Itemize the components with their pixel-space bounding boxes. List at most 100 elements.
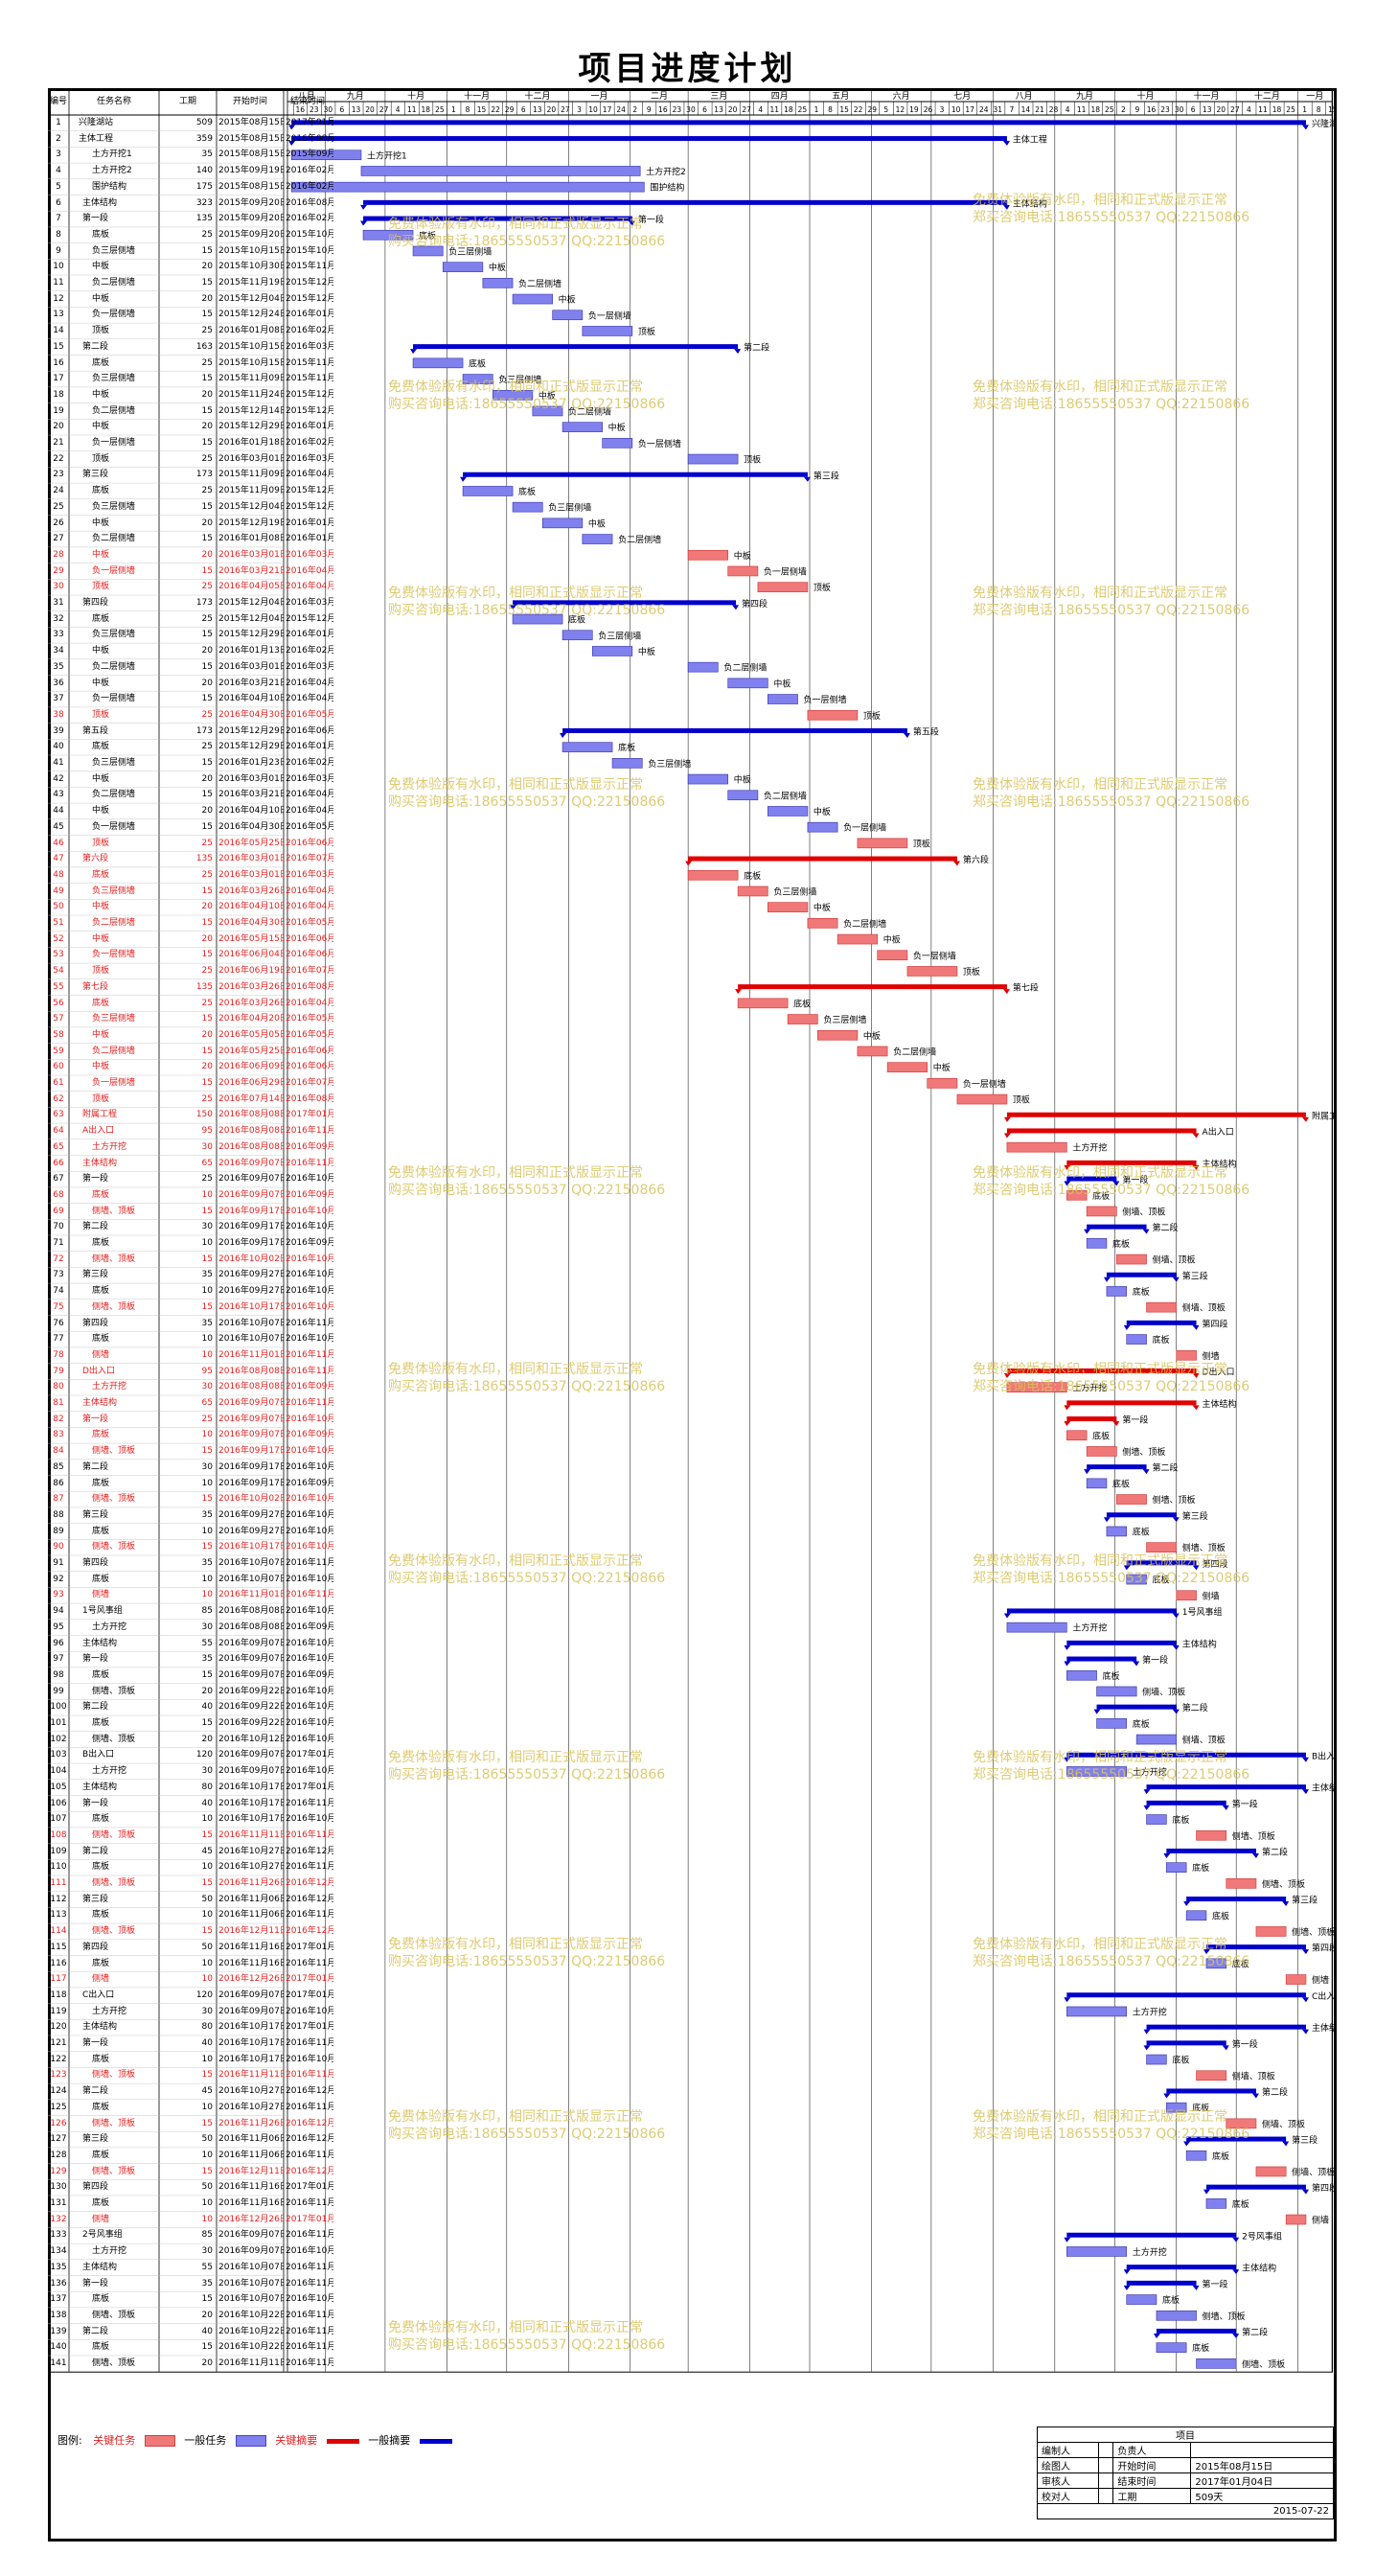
task-id: 126 [50, 2118, 67, 2128]
task-bar [482, 278, 514, 288]
task-bar [687, 549, 729, 561]
task-name: 负三层侧墙 [92, 501, 136, 512]
summary-bar [1006, 1128, 1197, 1134]
legend-critical-task-swatch [144, 2435, 175, 2447]
gantt-chart: 八月 九月 十月 十一月 十二月 一月 二月 三月 四月 五月 六月 七月 八月 九月 十月 十一月 十二月 一月… [48, 88, 1337, 2373]
task-bar [1156, 2342, 1187, 2353]
summary-end-marker [1002, 204, 1010, 210]
task-dur: 15 [201, 886, 213, 896]
task-end: 2016年01月22日 [286, 742, 333, 752]
task-id: 49 [53, 886, 64, 896]
task-end: 2015年12月03日 [286, 278, 333, 288]
task-dur: 15 [201, 1494, 213, 1505]
task-id: 94 [53, 1606, 64, 1617]
task-bar-label: 土方开挖1 [367, 150, 407, 161]
week-label: 28 [1049, 105, 1059, 114]
legend-normal-task-swatch [235, 2435, 266, 2447]
summary-bar [1006, 1112, 1306, 1117]
task-end: 2017年01月04日 [286, 1750, 333, 1760]
task-dur: 509 [195, 118, 213, 127]
summary-start-marker [1203, 2189, 1210, 2195]
summary-end-marker [1192, 1133, 1200, 1138]
task-name: 负三层侧墙 [92, 374, 136, 384]
task-start: 2016年09月22日 [218, 1686, 284, 1696]
summary-bar [1166, 2088, 1256, 2094]
task-name: 底板 [92, 2054, 110, 2064]
task-name: 负一层侧墙 [92, 694, 136, 704]
task-dur: 50 [201, 1894, 213, 1904]
task-bar-label: 第二段 [744, 342, 769, 354]
week-label: 24 [979, 105, 989, 114]
task-bar [582, 326, 633, 336]
task-dur: 30 [201, 1382, 213, 1392]
task-start: 2016年09月17日 [218, 1238, 284, 1248]
task-start: 2016年08月08日 [218, 1622, 284, 1632]
task-id: 97 [53, 1654, 64, 1665]
task-bar-label: 顶板 [638, 326, 655, 337]
week-label: 6 [340, 105, 345, 114]
task-bar-label: 第二段 [1262, 2086, 1288, 2098]
week-label: 15 [477, 105, 487, 114]
task-name: 侧墙 [92, 1590, 110, 1600]
task-end: 2017年01月04日 [286, 2214, 333, 2224]
week-label: 18 [1272, 105, 1282, 114]
task-bar-label: 2号风事组 [1242, 2230, 1282, 2242]
task-id: 92 [53, 1574, 64, 1584]
task-dur: 35 [201, 1270, 213, 1280]
task-start: 2015年12月19日 [218, 518, 284, 528]
task-end: 2016年10月06日 [286, 1286, 333, 1297]
task-end: 2016年06月18日 [286, 950, 333, 960]
task-bar-label: 主体结构 [1242, 2263, 1276, 2274]
task-name: 侧墙、顶板 [92, 2166, 136, 2176]
task-end: 2016年05月14日 [286, 918, 333, 928]
task-name: 第一段 [82, 1798, 109, 1808]
summary-end-marker [1301, 2189, 1309, 2195]
footer-date: 2015-07-22 [1037, 2503, 1334, 2519]
summary-end-marker [1232, 2333, 1240, 2338]
footer-project-label: 项目 [1037, 2426, 1334, 2443]
task-bar-label: 底板 [1112, 1238, 1130, 1250]
task-bar-label: 侧墙、顶板 [1153, 1494, 1196, 1506]
task-start: 2016年11月06日 [218, 1894, 284, 1904]
task-bar [1285, 1974, 1307, 1985]
task-end: 2016年10月26日 [286, 1814, 333, 1825]
task-id: 44 [53, 806, 64, 816]
task-end: 2015年11月18日 [286, 262, 333, 272]
task-end: 2016年11月05日 [286, 1862, 333, 1873]
summary-bar [1146, 2024, 1306, 2030]
task-end: 2016年06月03日 [286, 933, 333, 944]
task-bar-label: 第二段 [1182, 1702, 1208, 1714]
task-bar-label: 侧墙 [1312, 2215, 1329, 2226]
task-id: 28 [53, 549, 64, 560]
task-start: 2016年10月17日 [218, 1542, 284, 1552]
week-label: 27 [1230, 105, 1240, 114]
task-bar-label: 中板 [539, 390, 556, 402]
task-bar-label: 中板 [773, 678, 791, 689]
task-dur: 95 [201, 1366, 213, 1376]
task-id: 21 [53, 438, 64, 448]
task-name: 顶板 [92, 838, 110, 848]
task-dur: 95 [201, 1126, 213, 1137]
month-label: 十一月 [464, 90, 490, 102]
task-start: 2016年09月07日 [218, 1766, 284, 1777]
task-dur: 135 [195, 214, 213, 224]
task-dur: 25 [201, 998, 213, 1008]
task-bar-label: 第一段 [1232, 1798, 1258, 1809]
task-end: 2016年10月16日 [286, 1222, 333, 1232]
task-start: 2016年03月26日 [218, 998, 284, 1008]
task-bar [1166, 2102, 1187, 2113]
task-bar-label: 主体结构 [1182, 1638, 1217, 1649]
task-id: 40 [53, 742, 64, 752]
task-bar-label: 第三段 [1182, 1510, 1208, 1522]
task-end: 2016年11月25日 [286, 1958, 333, 1968]
task-dur: 50 [201, 2134, 213, 2145]
task-dur: 40 [201, 2038, 213, 2048]
task-name: 第二段 [82, 1222, 109, 1232]
task-start: 2016年04月30日 [218, 918, 284, 928]
task-name: 负二层侧墙 [92, 1046, 136, 1056]
task-id: 118 [50, 1990, 67, 2000]
month-label: 八月 [298, 91, 315, 102]
task-end: 2016年05月14日 [286, 821, 333, 832]
week-label: 3 [577, 105, 582, 114]
task-name: 负三层侧墙 [92, 758, 136, 768]
